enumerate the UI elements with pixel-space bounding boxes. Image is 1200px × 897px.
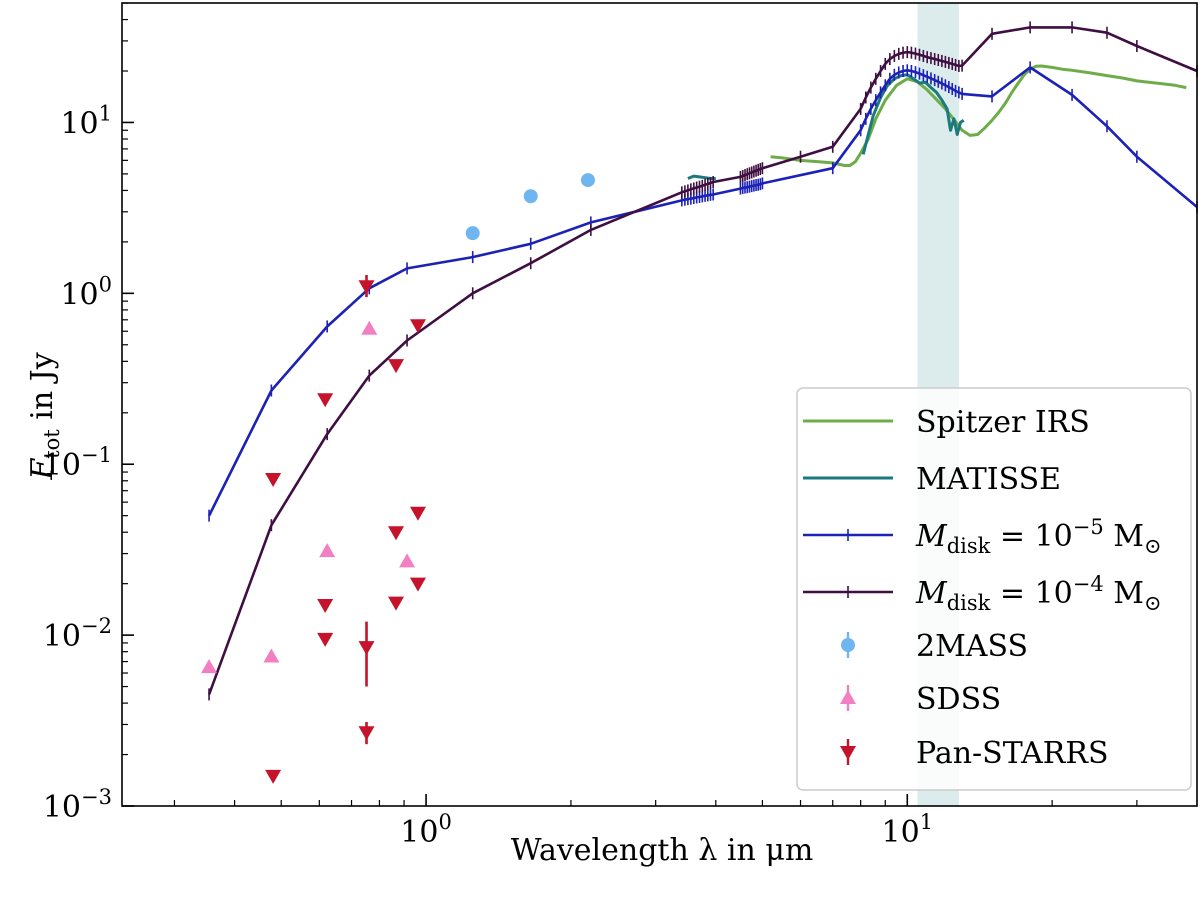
matisse-n-band-line [861,73,965,155]
legend-label-sdss: SDSS [916,682,1001,717]
model-mdisk-1e-5-line [207,66,1198,517]
matisse-l-band-line [687,174,716,180]
y-tick-label-exp: 0 [99,272,112,296]
2mass-point [465,226,480,241]
sdss-point [399,553,416,568]
x-tick-label-exp: 1 [920,810,933,834]
x-tick-label-exp: 0 [438,810,451,834]
panstarrs-point [358,726,375,741]
y-axis-title-sub: tot [40,429,64,459]
panstarrs-point [409,506,426,521]
y-tick-label: 10−2 [43,614,112,654]
panstarrs-point [265,769,282,784]
legend-frame [796,387,1192,791]
legend-label-matisse: MATISSE [916,462,1061,497]
x-axis-title: Wavelength λ in μm [511,833,814,868]
y-tick-label: 101 [60,101,112,141]
legend-label-model5: Mdisk = 10−5 M⊙ [915,515,1162,558]
x-tick-labels: 100 101 [400,810,933,850]
panstarrs-point [358,641,375,656]
panstarrs-point [409,577,426,592]
sdss-point [201,659,218,674]
legend-label-spitzer: Spitzer IRS [916,405,1090,440]
panstarrs-point [317,393,334,408]
x-tick-label: 100 [400,810,452,850]
2mass-point [523,189,538,204]
plot-frame [121,2,1198,807]
legend-symbol-2mass [841,638,855,652]
panstarrs-point [388,526,405,541]
major-ticks [122,121,909,807]
y-tick-label-exp: −1 [81,443,112,467]
legend: Spitzer IRS MATISSE Mdisk = 10−5 M⊙ Mdis… [796,387,1192,791]
y-axis-title-main: F [25,458,60,481]
legend-symbol-sdss [840,690,856,704]
sdss-point [319,543,336,558]
y-axis-title-rest: in Jy [25,352,60,429]
y-tick-label-exp: −2 [81,614,112,638]
panstarrs-point [388,359,405,374]
panstarrs-point [265,472,282,487]
sdss-point [263,648,280,663]
y-tick-label: 10−1 [43,443,112,483]
y-tick-label-base: 10 [60,277,98,312]
panstarrs-point [317,632,334,647]
legend-label-model4: Mdisk = 10−4 M⊙ [915,572,1162,615]
x-tick-label-base: 10 [400,815,438,850]
y-tick-label-exp: −3 [81,785,112,809]
legend-label-panstarrs: Pan-STARRS [916,736,1109,771]
panstarrs-point [317,599,334,614]
y-tick-label: 10−3 [43,785,112,825]
x-tick-label: 101 [882,810,934,850]
y-tick-label-base: 10 [43,790,81,825]
spitzer-irs-line [770,64,1187,167]
y-tick-label-base: 10 [43,448,81,483]
legend-symbol-panstarrs [840,746,856,760]
y-tick-label-exp: 1 [99,101,112,125]
panstarrs-point [409,319,426,334]
minor-ticks [122,2,1198,806]
panstarrs-point [358,280,375,295]
legend-symbols [803,419,893,765]
legend-label-2mass: 2MASS [916,629,1028,664]
2mass-point [580,173,595,188]
y-axis-title: Ftot in Jy [25,352,64,480]
series-layer [201,21,1198,784]
y-tick-label-base: 10 [60,106,98,141]
y-tick-label: 100 [60,272,112,312]
panstarrs-point [388,596,405,611]
x-tick-label-base: 10 [882,815,920,850]
sdss-point [361,320,378,335]
y-tick-label-base: 10 [43,619,81,654]
